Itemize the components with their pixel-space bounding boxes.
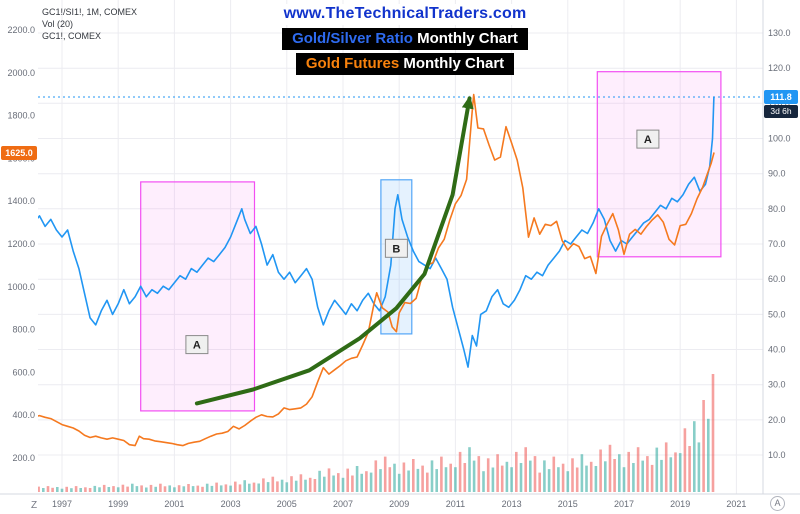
svg-text:40.0: 40.0	[768, 345, 786, 355]
ratio-title-suffix: Monthly Chart	[412, 30, 518, 47]
series-ratio-line[interactable]	[34, 96, 715, 368]
time-axis[interactable]: 1997 1999 2001 2003 2005 2007 2009 2011 2013 2015…	[0, 493, 800, 514]
svg-text:1800.0: 1800.0	[7, 111, 35, 121]
svg-text:50.0: 50.0	[768, 309, 786, 319]
svg-text:2011: 2011	[446, 499, 465, 509]
svg-text:120.0: 120.0	[768, 63, 791, 73]
gold-title-name: Gold Futures	[305, 55, 400, 72]
left-price-axis[interactable]: 2200.02000.01800.01600.01400.01200.01000…	[7, 25, 35, 463]
svg-text:400.0: 400.0	[12, 410, 35, 420]
svg-text:A: A	[644, 134, 652, 146]
annotation-label-a[interactable]: A	[185, 335, 209, 355]
legend-volume-study[interactable]: Vol (20)	[42, 19, 74, 29]
svg-text:30.0: 30.0	[768, 380, 786, 390]
svg-text:2007: 2007	[333, 499, 353, 509]
annotation-label-a[interactable]: A	[636, 129, 660, 149]
legend-main-symbol[interactable]: GC1!/SI1!, 1M, COMEX	[42, 7, 138, 17]
ratio-title-name: Gold/Silver Ratio	[292, 30, 413, 47]
svg-text:200.0: 200.0	[12, 453, 35, 463]
svg-text:20.0: 20.0	[768, 415, 786, 425]
ratio-title-chip: Gold/Silver Ratio Monthly Chart	[282, 28, 528, 50]
svg-text:1200.0: 1200.0	[7, 239, 35, 249]
svg-text:60.0: 60.0	[768, 274, 786, 284]
chart-text-annotations: www.TheTechnicalTraders.com Gold/Silver …	[120, 4, 690, 75]
gold-title-chip: Gold Futures Monthly Chart	[295, 53, 515, 75]
svg-text:2019: 2019	[670, 499, 690, 509]
svg-text:2003: 2003	[221, 499, 241, 509]
bar-countdown-badge: 3d 6h	[764, 105, 798, 118]
series-gold-line[interactable]	[34, 93, 715, 447]
volume-bars	[38, 374, 715, 492]
svg-text:10.0: 10.0	[768, 450, 786, 460]
svg-text:2200.0: 2200.0	[7, 25, 35, 35]
svg-text:2013: 2013	[502, 499, 522, 509]
svg-text:1997: 1997	[52, 499, 72, 509]
timezone-button[interactable]: Z	[31, 500, 38, 511]
svg-text:70.0: 70.0	[768, 239, 786, 249]
svg-text:B: B	[392, 243, 400, 255]
svg-text:2017: 2017	[614, 499, 634, 509]
ratio-last-price-badge: 111.8	[764, 90, 798, 104]
svg-text:600.0: 600.0	[12, 367, 35, 377]
svg-text:100.0: 100.0	[768, 134, 791, 144]
svg-text:1400.0: 1400.0	[7, 196, 35, 206]
svg-text:2021: 2021	[726, 499, 746, 509]
auto-scale-button[interactable]: A	[770, 496, 785, 511]
legend-overlay-symbol[interactable]: GC1!, COMEX	[42, 31, 102, 41]
symbol-legend[interactable]: GC1!/SI1!, 1M, COMEX Vol (20) GC1!, COME…	[42, 6, 137, 42]
highlight-box-a-0[interactable]	[140, 181, 256, 412]
svg-text:2001: 2001	[164, 499, 184, 509]
gold-title-suffix: Monthly Chart	[399, 55, 505, 72]
svg-text:2005: 2005	[277, 499, 297, 509]
svg-text:90.0: 90.0	[768, 169, 786, 179]
right-price-axis[interactable]: 130.0120.0110.0100.090.080.070.060.050.0…	[762, 0, 800, 514]
svg-text:2015: 2015	[558, 499, 578, 509]
highlight-box-a-2[interactable]	[596, 71, 722, 258]
svg-text:80.0: 80.0	[768, 204, 786, 214]
svg-text:1999: 1999	[108, 499, 128, 509]
annotation-label-b[interactable]: B	[384, 238, 408, 258]
svg-text:1000.0: 1000.0	[7, 282, 35, 292]
trend-arrow[interactable]	[194, 95, 474, 406]
svg-text:800.0: 800.0	[12, 325, 35, 335]
website-watermark: www.TheTechnicalTraders.com	[275, 4, 535, 25]
svg-text:130.0: 130.0	[768, 28, 791, 38]
svg-text:A: A	[193, 340, 201, 352]
svg-text:2000.0: 2000.0	[7, 68, 35, 78]
svg-text:2009: 2009	[389, 499, 409, 509]
gold-last-price-badge: 1625.0	[1, 146, 37, 160]
